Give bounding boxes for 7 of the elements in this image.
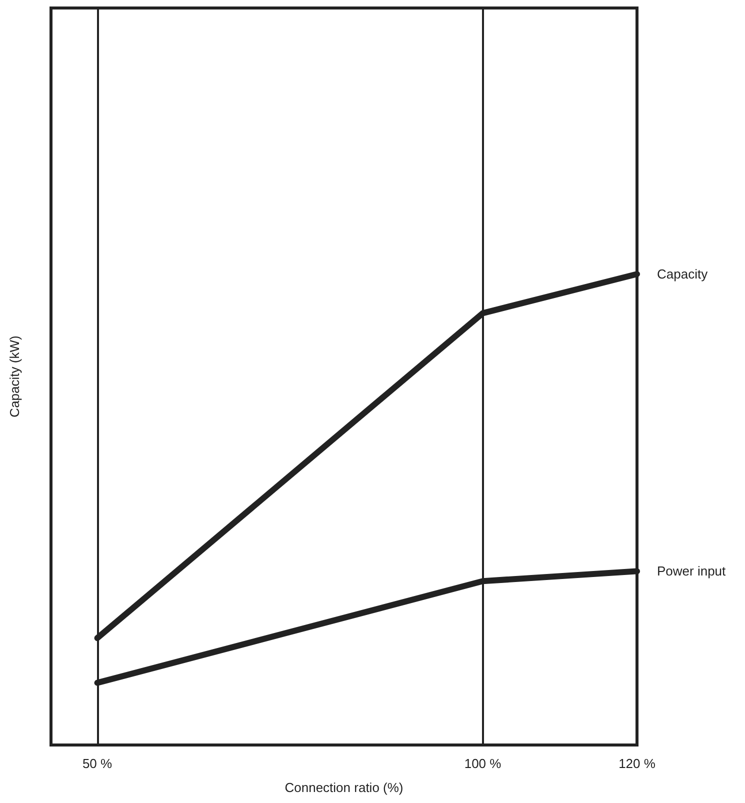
x-tick-label: 120 % xyxy=(618,756,656,771)
series-label: Capacity xyxy=(657,266,708,282)
series-label: Power input xyxy=(657,564,726,579)
x-tick-label: 100 % xyxy=(464,756,502,771)
x-axis-title: Connection ratio (%) xyxy=(284,780,404,795)
x-tick-label: 50 % xyxy=(82,756,113,771)
y-axis-title: Capacity (kW) xyxy=(7,336,22,418)
